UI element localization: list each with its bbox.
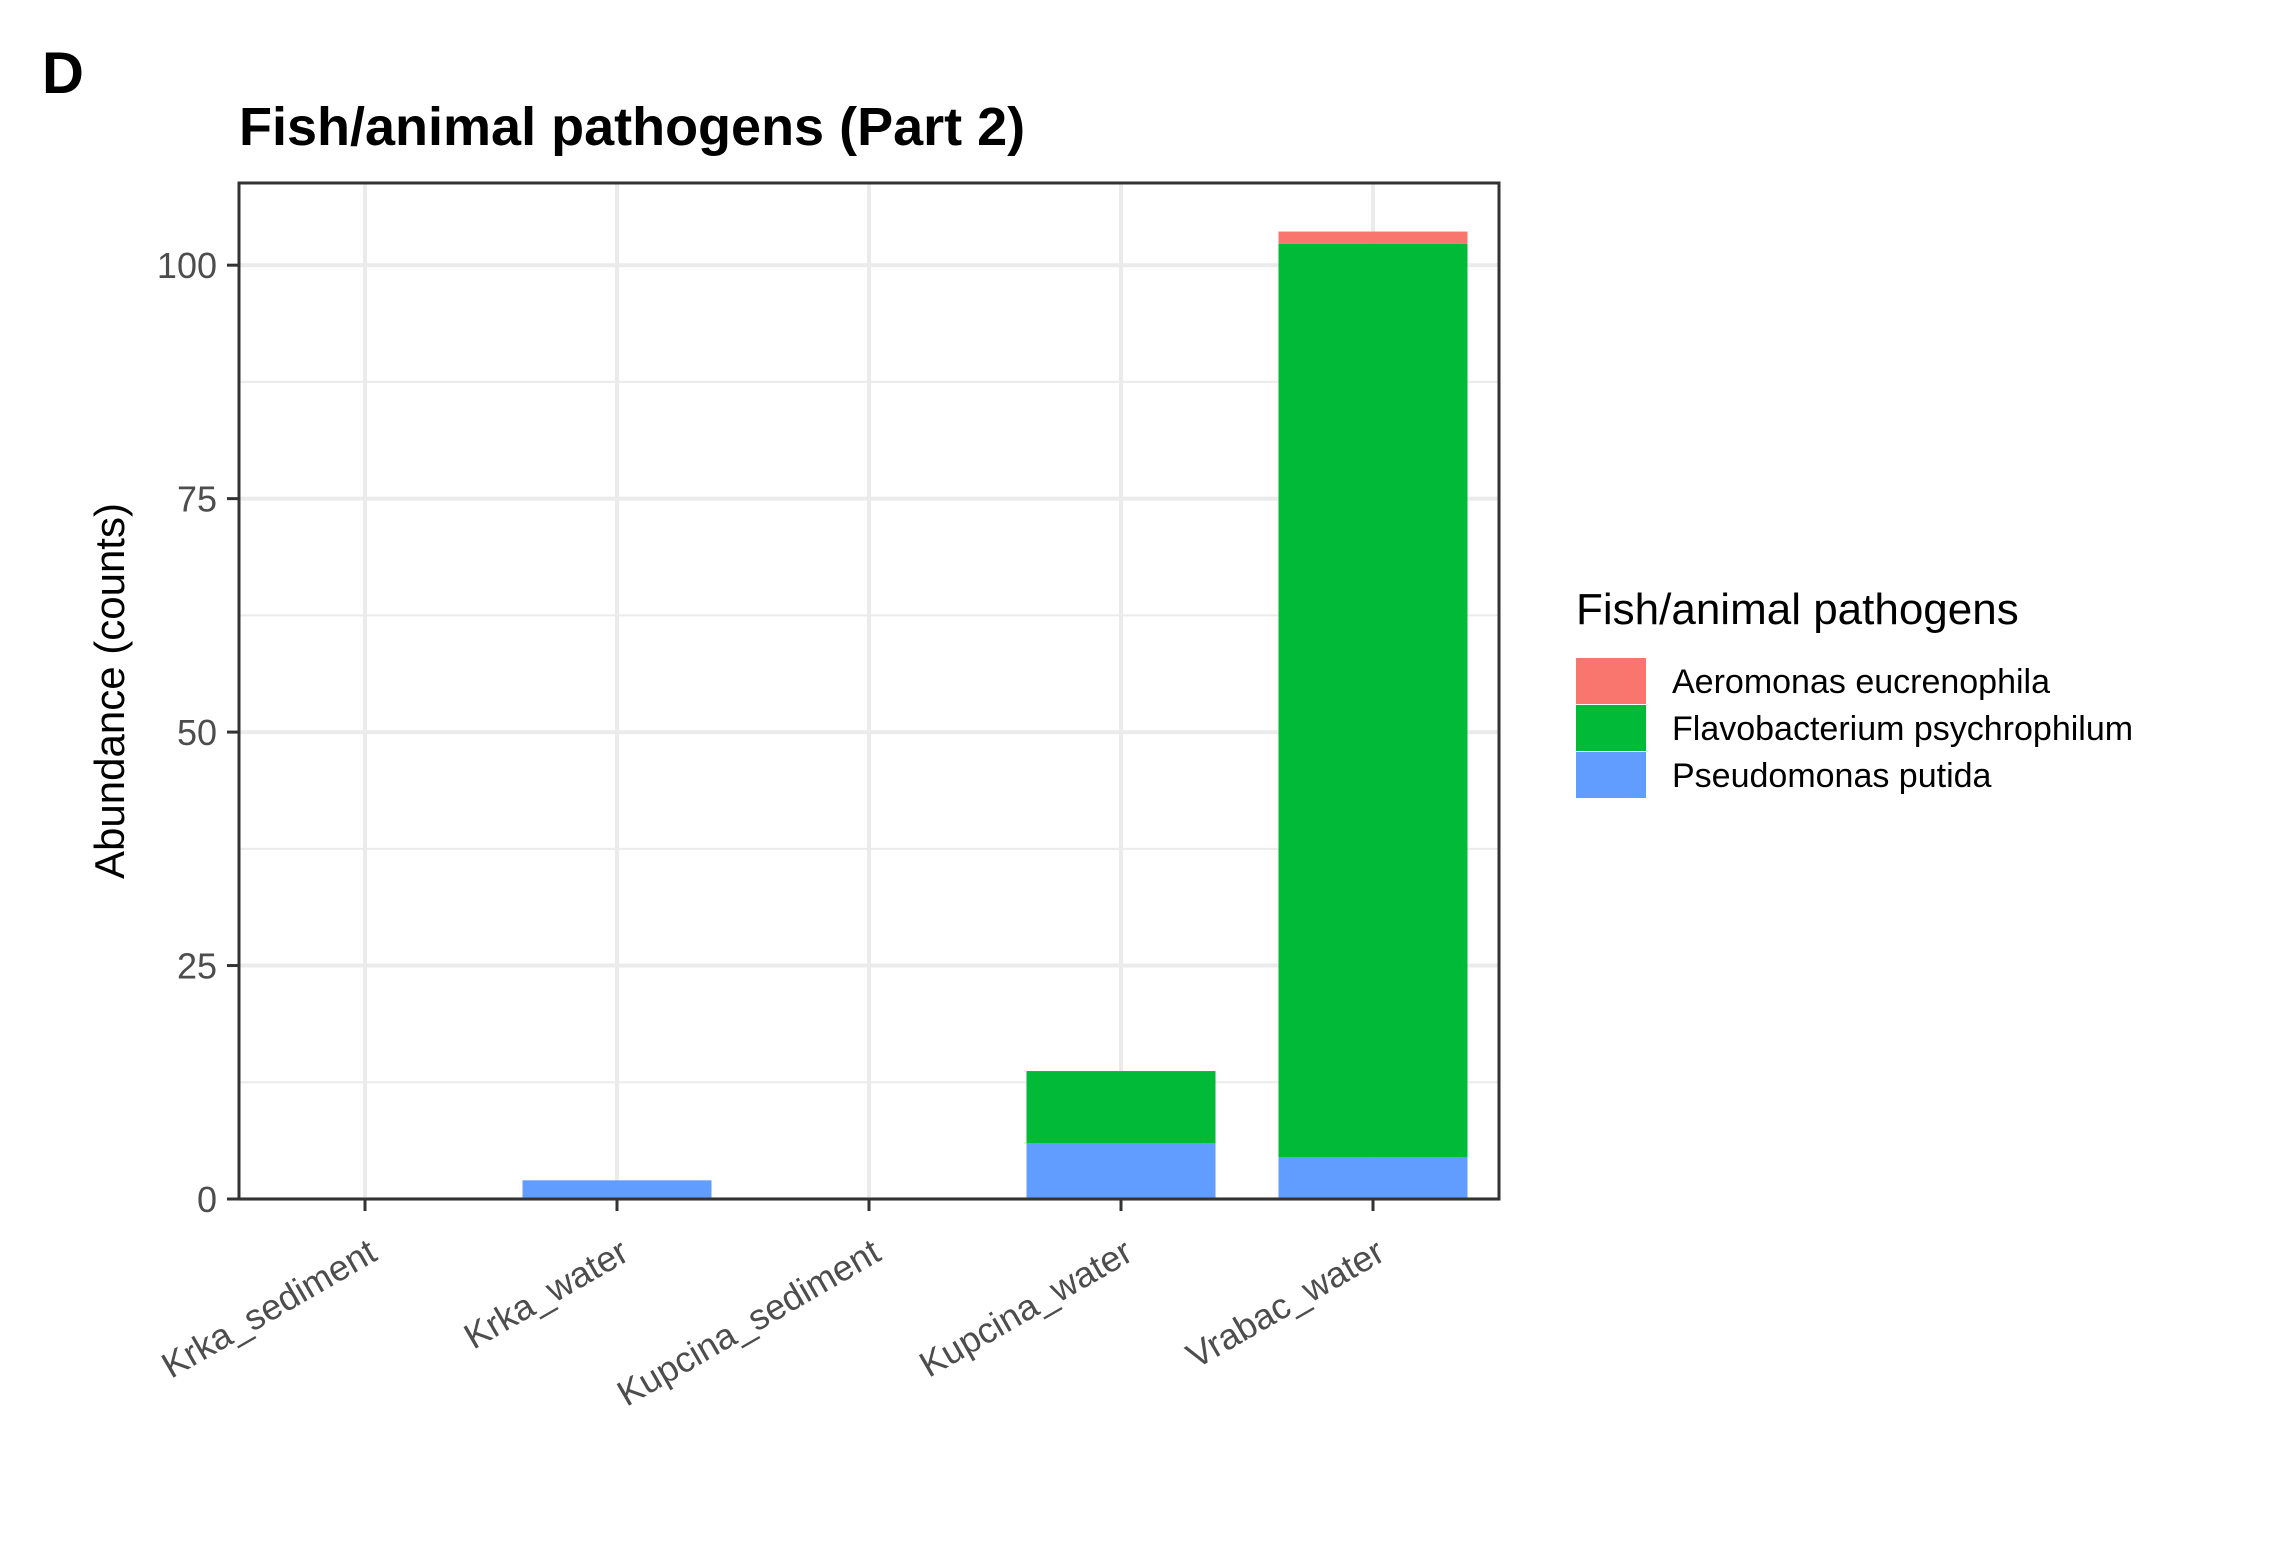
legend-key [1576,658,1646,704]
legend: Fish/animal pathogens Aeromonas eucrenop… [1576,585,2133,798]
panel-label: D [42,41,84,106]
legend-title: Fish/animal pathogens [1576,585,2019,634]
bar-segment [1278,231,1468,244]
y-tick-label: 25 [177,946,217,987]
y-axis: 0 25 50 75 100 [157,245,239,1220]
bar-segment [1278,243,1468,1157]
bar-segment [522,1180,712,1199]
bar-segment [1026,1142,1216,1199]
chart-title: Fish/animal pathogens (Part 2) [239,97,1025,157]
y-tick-label: 0 [197,1179,217,1220]
legend-entry: Aeromonas eucrenophila [1672,663,2050,701]
y-tick-label: 50 [177,712,217,753]
bar-segment [1278,1156,1468,1199]
legend-key [1576,705,1646,751]
x-tick-label: Vrabac_water [1179,1230,1391,1376]
bar-segment [1026,1071,1216,1143]
legend-key [1576,752,1646,798]
legend-entry: Pseudomonas putida [1672,757,1992,795]
legend-entry: Flavobacterium psychrophilum [1672,710,2133,748]
x-tick-label: Krka_water [457,1230,635,1357]
y-tick-label: 75 [177,479,217,520]
y-axis-title: Abundance (counts) [86,503,133,879]
x-tick-label: Krka_sediment [155,1230,383,1386]
y-tick-label: 100 [157,245,217,286]
x-tick-label: Kupcina_sediment [610,1230,887,1414]
x-tick-label: Kupcina_water [912,1230,1139,1385]
bars [522,231,1468,1199]
